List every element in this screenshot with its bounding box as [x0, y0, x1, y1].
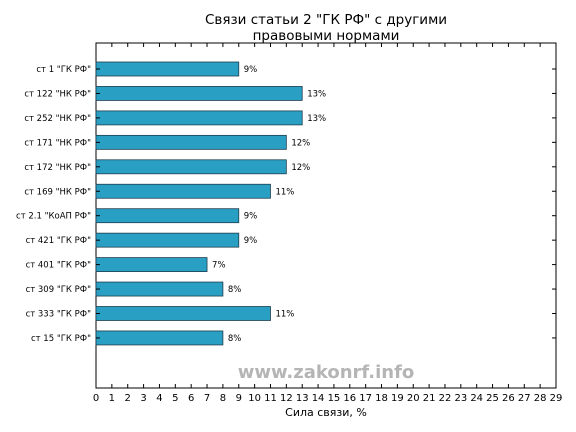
x-tick-label: 12: [280, 393, 293, 404]
x-tick-label: 0: [93, 393, 99, 404]
watermark: www.zakonrf.info: [238, 362, 415, 383]
category-label: ст 1 "ГК РФ": [36, 65, 91, 75]
value-label: 9%: [244, 65, 257, 75]
value-label: 9%: [244, 236, 257, 246]
x-tick-label: 5: [172, 393, 178, 404]
x-tick-label: 28: [534, 393, 547, 404]
chart-title-line-2: правовыми нормами: [253, 28, 400, 44]
category-label: ст 309 "ГК РФ": [26, 285, 92, 295]
x-tick-label: 18: [375, 393, 388, 404]
x-tick-label: 25: [486, 393, 499, 404]
x-tick-label: 13: [296, 393, 309, 404]
x-tick-label: 16: [343, 393, 356, 404]
bar: [95, 183, 271, 199]
category-label: ст 122 "НК РФ": [24, 89, 91, 99]
x-tick-label: 10: [248, 393, 261, 404]
category-label: ст 15 "ГК РФ": [31, 334, 91, 344]
category-label: ст 171 "НК РФ": [24, 138, 91, 148]
bar: [95, 134, 287, 150]
category-label: ст 252 "НК РФ": [24, 114, 91, 124]
value-label: 7%: [212, 261, 226, 271]
category-label: ст 333 "ГК РФ": [26, 310, 92, 320]
x-tick-label: 9: [236, 393, 242, 404]
x-tick-label: 24: [470, 393, 483, 404]
x-tick-label: 21: [423, 393, 436, 404]
bar: [95, 208, 240, 224]
value-label: 12%: [291, 138, 310, 148]
x-axis-label: Сила связи, %: [285, 406, 367, 419]
x-tick-label: 11: [264, 393, 277, 404]
x-tick-label: 6: [188, 393, 194, 404]
value-label: 8%: [228, 334, 242, 344]
bar: [95, 330, 224, 346]
bar: [95, 110, 303, 126]
bar: [95, 86, 303, 101]
x-tick-label: 26: [502, 393, 515, 404]
x-tick-label: 19: [391, 393, 404, 404]
x-tick-label: 23: [454, 393, 467, 404]
category-label: ст 169 "НК РФ": [24, 187, 91, 197]
category-label: ст 401 "ГК РФ": [26, 261, 92, 271]
bars-group: ст 1 "ГК РФ" 9% ст 122 "НК РФ" 13% ст 252 "Н…: [16, 61, 556, 346]
category-label: ст 172 "НК РФ": [24, 163, 91, 173]
value-label: 12%: [291, 163, 310, 173]
value-label: 11%: [275, 187, 294, 197]
x-tick-label: 2: [125, 393, 131, 404]
bar: [95, 281, 224, 297]
value-label: 11%: [275, 310, 294, 320]
bar: [95, 61, 240, 77]
x-tick-label: 15: [328, 393, 341, 404]
chart-title-line-1: Связи статьи 2 "ГК РФ" с другими: [205, 12, 447, 28]
category-label: ст 2.1 "КоАП РФ": [16, 212, 91, 222]
value-label: 13%: [307, 89, 326, 99]
category-label: ст 421 "ГК РФ": [26, 236, 92, 246]
bar: [95, 232, 240, 248]
x-tick-label: 22: [439, 393, 452, 404]
value-label: 8%: [228, 285, 242, 295]
x-tick-label: 3: [140, 393, 146, 404]
x-tick-label: 4: [156, 393, 162, 404]
value-label: 9%: [244, 212, 257, 222]
bar: [95, 159, 287, 175]
x-tick-label: 20: [407, 393, 420, 404]
x-tick-label: 27: [518, 393, 531, 404]
bar: [95, 306, 271, 321]
x-tick-label: 7: [204, 393, 210, 404]
value-label: 13%: [307, 114, 326, 124]
x-tick-label: 8: [220, 393, 226, 404]
x-tick-label: 17: [359, 393, 372, 404]
x-tick-label: 14: [312, 393, 325, 404]
x-axis-ticks: 0 1 2 3 4 5 6 7 8 9 10 11 12 13 14 15 16 17 18 19 20 21 22 23 24…: [93, 43, 563, 404]
bar: [95, 257, 208, 273]
x-tick-label: 1: [109, 393, 115, 404]
x-tick-label: 29: [550, 393, 563, 404]
